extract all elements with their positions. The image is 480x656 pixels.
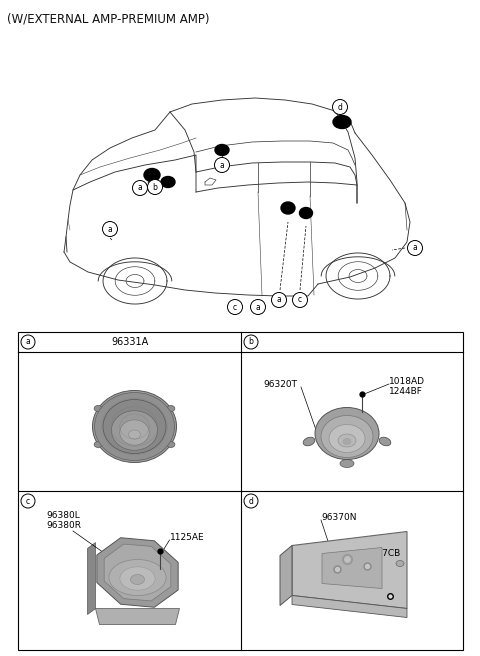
Polygon shape: [322, 548, 382, 588]
Text: d: d: [337, 102, 342, 112]
Text: b: b: [249, 337, 253, 346]
Ellipse shape: [103, 400, 166, 453]
Text: 96320T: 96320T: [263, 380, 297, 389]
Ellipse shape: [315, 407, 379, 459]
Text: 1125AE: 1125AE: [169, 533, 204, 542]
Bar: [18, 332, 463, 650]
Ellipse shape: [300, 207, 312, 218]
Text: 96331A: 96331A: [111, 337, 148, 347]
Ellipse shape: [144, 169, 160, 182]
Ellipse shape: [94, 405, 102, 411]
Text: a: a: [138, 184, 143, 192]
Text: a: a: [108, 224, 112, 234]
Text: c: c: [233, 302, 237, 312]
Circle shape: [244, 494, 258, 508]
Ellipse shape: [379, 437, 391, 446]
Circle shape: [244, 335, 258, 349]
Circle shape: [333, 100, 348, 115]
Text: a: a: [256, 302, 260, 312]
Text: a: a: [25, 337, 30, 346]
Text: b: b: [153, 182, 157, 192]
Ellipse shape: [131, 575, 144, 584]
Ellipse shape: [109, 560, 166, 596]
Ellipse shape: [340, 459, 354, 468]
Ellipse shape: [120, 420, 149, 445]
Circle shape: [21, 335, 35, 349]
Ellipse shape: [95, 392, 175, 461]
Text: d: d: [249, 497, 253, 506]
Ellipse shape: [104, 225, 117, 235]
Polygon shape: [96, 609, 180, 625]
Ellipse shape: [338, 434, 356, 447]
Ellipse shape: [94, 441, 102, 447]
Circle shape: [21, 494, 35, 508]
Ellipse shape: [111, 411, 157, 450]
Ellipse shape: [281, 202, 295, 214]
Ellipse shape: [167, 405, 175, 411]
Ellipse shape: [333, 115, 351, 129]
Text: 1327CB: 1327CB: [366, 549, 401, 558]
Ellipse shape: [303, 437, 315, 446]
Polygon shape: [292, 596, 407, 617]
Text: a: a: [413, 243, 418, 253]
Text: 96380L
96380R: 96380L 96380R: [46, 511, 81, 531]
Circle shape: [408, 241, 422, 255]
Circle shape: [215, 157, 229, 173]
Ellipse shape: [93, 390, 177, 462]
Ellipse shape: [167, 441, 175, 447]
Text: a: a: [276, 295, 281, 304]
Polygon shape: [97, 538, 178, 607]
Polygon shape: [104, 544, 171, 601]
Ellipse shape: [321, 415, 373, 457]
Ellipse shape: [120, 567, 155, 590]
Text: 96370N: 96370N: [321, 513, 357, 522]
Text: (W/EXTERNAL AMP-PREMIUM AMP): (W/EXTERNAL AMP-PREMIUM AMP): [7, 12, 209, 25]
Polygon shape: [87, 543, 96, 615]
Circle shape: [272, 293, 287, 308]
Polygon shape: [292, 531, 407, 609]
Ellipse shape: [396, 560, 404, 567]
Text: c: c: [298, 295, 302, 304]
Circle shape: [228, 300, 242, 314]
Ellipse shape: [343, 438, 351, 445]
Ellipse shape: [329, 424, 365, 453]
Polygon shape: [280, 546, 292, 605]
Ellipse shape: [129, 430, 141, 439]
Ellipse shape: [161, 176, 175, 188]
Circle shape: [292, 293, 308, 308]
Circle shape: [147, 180, 163, 194]
Circle shape: [103, 222, 118, 237]
Circle shape: [132, 180, 147, 195]
Circle shape: [251, 300, 265, 314]
Text: a: a: [220, 161, 224, 169]
Text: c: c: [26, 497, 30, 506]
Text: 1018AD
1244BF: 1018AD 1244BF: [389, 377, 425, 396]
Ellipse shape: [215, 144, 229, 155]
